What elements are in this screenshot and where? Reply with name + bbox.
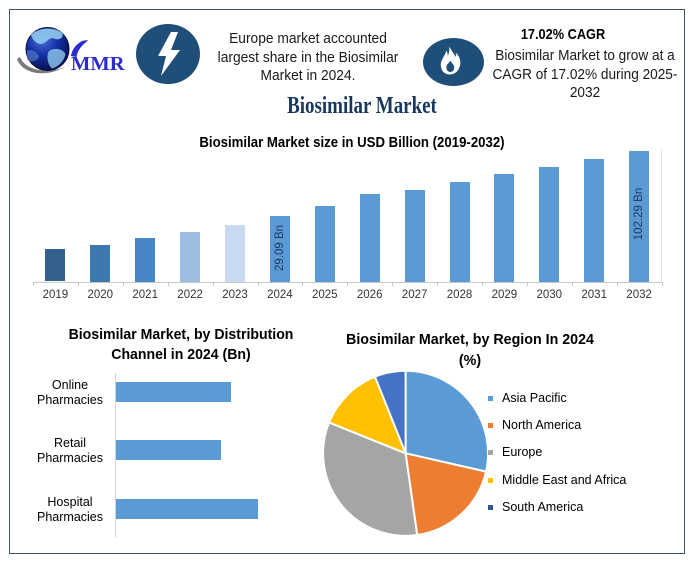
svg-text:MMR: MMR	[71, 53, 125, 75]
